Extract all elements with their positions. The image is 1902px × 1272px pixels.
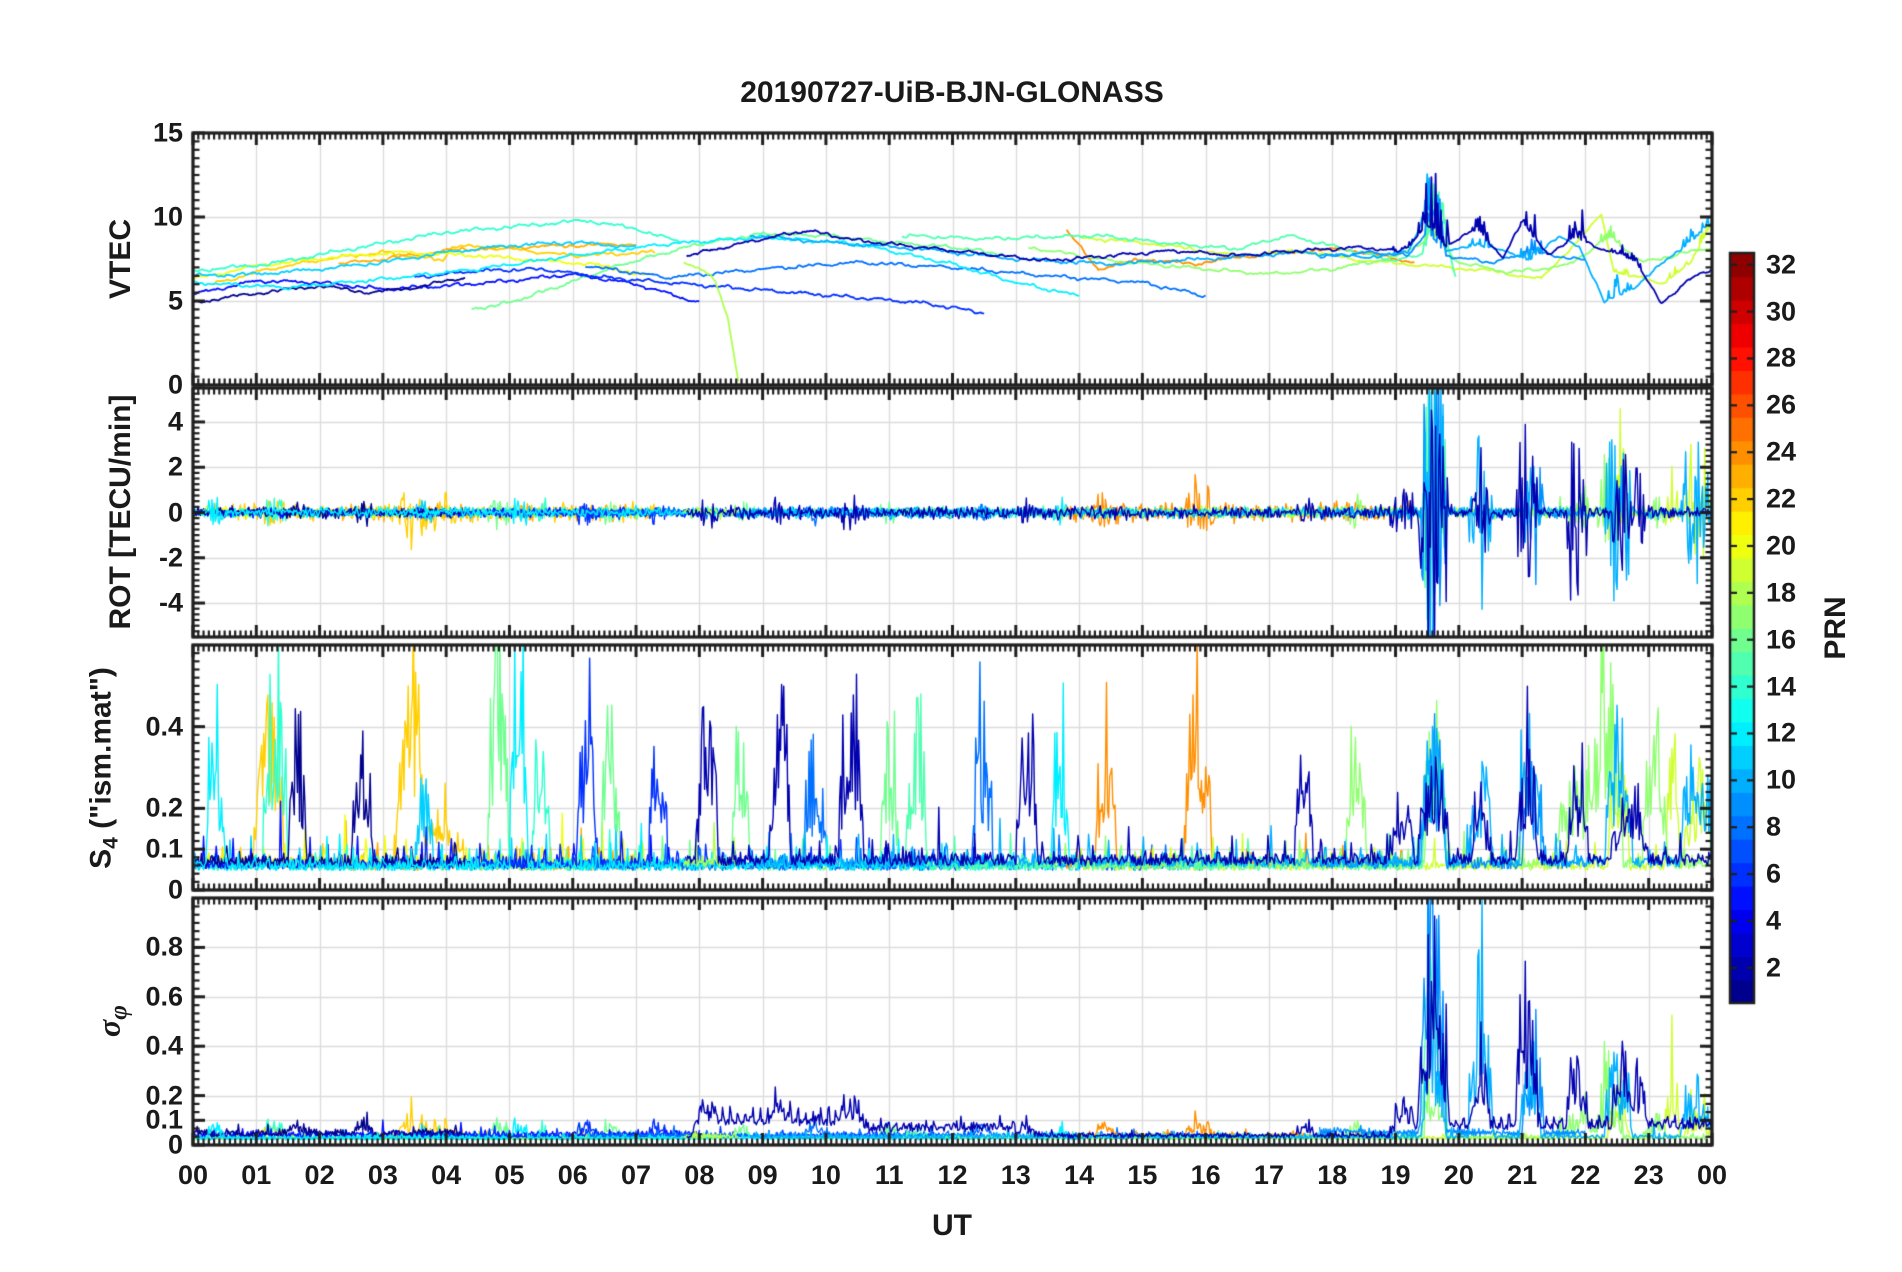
colorbar-tick-label: 24 [1766,436,1797,467]
x-tick-label: 11 [874,1160,904,1190]
x-tick-label: 14 [1064,1160,1095,1190]
colorbar-tick-label: 20 [1766,530,1797,561]
x-tick-label: 01 [241,1160,272,1190]
y-tick-label: 0 [167,1129,183,1160]
colorbar-tick-label: 12 [1766,717,1797,748]
y-tick-label: 15 [152,117,183,148]
x-tick-label: 22 [1570,1160,1601,1190]
y-tick-label: 0 [167,497,183,527]
x-tick-label: 21 [1507,1160,1538,1190]
y-tick-label: -2 [158,542,183,573]
x-tick-label: 17 [1253,1160,1284,1190]
x-tick-label: 00 [1696,1160,1728,1190]
y-tick-label: 0.1 [145,1104,183,1135]
colorbar-tick-label: 18 [1766,577,1797,608]
colorbar-tick-label: 26 [1766,389,1797,420]
x-tick-label: 00 [177,1160,209,1190]
colorbar-tick-label: 28 [1766,342,1797,373]
x-tick-label: 04 [431,1160,462,1190]
x-tick-label: 18 [1317,1160,1348,1190]
y-tick-label: 0.4 [145,711,183,742]
colorbar-tick-label: 16 [1766,624,1797,655]
figure-title: 20190727-UiB-BJN-GLONASS [740,76,1164,109]
y-tick-label: 0.2 [145,1080,183,1111]
x-tick-label: 16 [1190,1160,1221,1190]
y-tick-label: 10 [152,201,183,232]
colorbar-tick-label: 6 [1766,858,1782,889]
colorbar-tick-label: 32 [1766,249,1797,280]
y-tick-label: 0 [167,369,183,400]
x-tick-label: 02 [304,1160,335,1190]
y-tick-label: 0 [167,874,183,905]
x-tick-label: 15 [1127,1160,1158,1190]
x-tick-label: 03 [367,1160,398,1190]
colorbar-tick-label: 10 [1766,764,1797,795]
y-tick-label: 4 [167,406,183,437]
x-tick-label: 05 [494,1160,525,1190]
x-tick-label: 13 [1000,1160,1031,1190]
x-tick-label: 07 [621,1160,652,1190]
y-tick-label: 0.2 [145,792,183,823]
colorbar-tick-label: 8 [1766,811,1782,842]
x-tick-label: 06 [557,1160,588,1190]
x-tick-label: 09 [747,1160,778,1190]
colorbar-tick-label: 2 [1766,952,1782,983]
x-tick-label: 08 [684,1160,715,1190]
colorbar-tick-label: 30 [1766,296,1797,327]
x-axis-label: UT [932,1209,972,1242]
x-tick-label: 12 [937,1160,968,1190]
colorbar-tick-label: 4 [1766,905,1782,936]
y-tick-label: 0.8 [145,931,183,962]
colorbar-tick-label: 22 [1766,483,1797,514]
y-tick-label: -4 [158,587,183,618]
y-tick-label: 0.6 [145,981,183,1012]
colorbar-tick-label: 14 [1766,671,1797,702]
x-tick-label: 20 [1443,1160,1474,1190]
y-tick-label: 2 [167,451,183,482]
y-tick-label: 0.1 [145,833,183,864]
x-tick-label: 10 [810,1160,841,1190]
y-tick-label: 5 [167,285,183,316]
x-tick-label: 23 [1633,1160,1664,1190]
x-tick-label: 19 [1380,1160,1411,1190]
y-tick-label: 0.4 [145,1030,183,1061]
